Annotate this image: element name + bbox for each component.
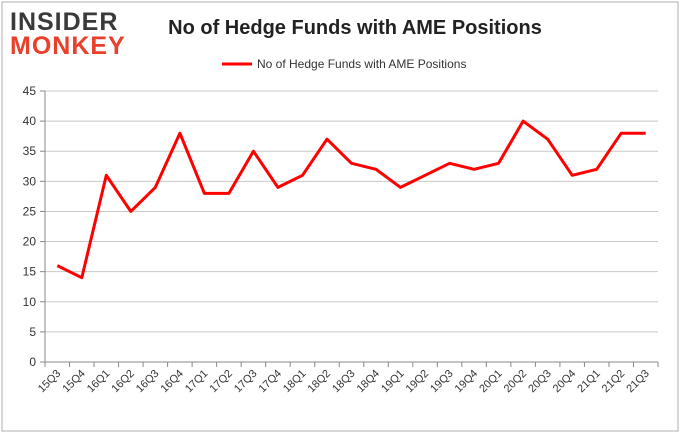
series-line-layer [56, 119, 646, 280]
y-tick-label: 35 [23, 144, 37, 158]
y-tick-labels: 0 5 10 15 20 25 30 35 40 45 [23, 84, 37, 369]
y-tick-label: 30 [23, 174, 37, 188]
y-tick-label: 25 [23, 204, 37, 218]
y-tick-label: 5 [29, 325, 36, 339]
y-tick-label: 15 [23, 265, 37, 279]
legend-label: No of Hedge Funds with AME Positions [257, 57, 466, 71]
logo-line-2: MONKEY [10, 32, 126, 60]
y-tick-label: 0 [29, 355, 36, 369]
legend: No of Hedge Funds with AME Positions [222, 57, 466, 71]
insider-monkey-logo: INSIDER MONKEY [10, 8, 126, 60]
chart-title: No of Hedge Funds with AME Positions [168, 17, 542, 39]
axes [40, 90, 659, 367]
logo-line-1: INSIDER [10, 8, 118, 36]
y-tick-label: 10 [23, 295, 37, 309]
y-tick-label: 40 [23, 114, 37, 128]
series-line [56, 119, 646, 280]
grid-lines [45, 90, 658, 333]
y-tick-label: 45 [23, 84, 37, 98]
y-tick-label: 20 [23, 235, 37, 249]
